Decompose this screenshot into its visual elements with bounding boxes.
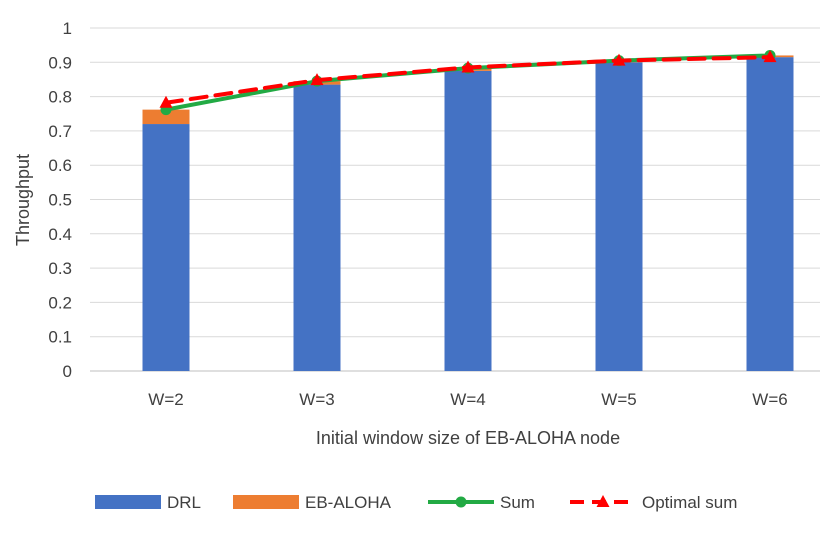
legend-swatch-drl	[95, 495, 161, 509]
marker-optimal-sum	[159, 95, 173, 108]
y-tick-label: 0.7	[48, 122, 72, 141]
legend-label-eb-aloha: EB-ALOHA	[305, 493, 392, 512]
x-tick-label: W=6	[752, 390, 787, 409]
bar-drl	[444, 70, 492, 371]
marker-optimal-sum	[763, 50, 777, 63]
tick-labels: 0 0.1 0.2 0.3 0.4 0.5 0.6 0.7 0.8 0.9 1 W=2 W=3 W=4 W=…	[48, 19, 787, 409]
marker-optimal-sum	[461, 60, 475, 73]
y-tick-label: 0	[63, 362, 72, 381]
legend: DRL EB-ALOHA Sum Optimal sum	[95, 493, 737, 512]
bar-drl	[142, 124, 190, 371]
y-tick-label: 0.6	[48, 156, 72, 175]
y-tick-label: 0.2	[48, 293, 72, 312]
x-tick-label: W=2	[148, 390, 183, 409]
y-tick-label: 0.4	[48, 225, 72, 244]
series-lines	[159, 49, 777, 116]
legend-label-sum: Sum	[500, 493, 535, 512]
y-tick-label: 0.3	[48, 259, 72, 278]
legend-label-optimal-sum: Optimal sum	[642, 493, 737, 512]
legend-label-drl: DRL	[167, 493, 201, 512]
legend-marker-sum	[455, 496, 467, 508]
x-axis-title: Initial window size of EB-ALOHA node	[316, 428, 620, 448]
y-tick-label: 1	[63, 19, 72, 38]
bar-drl	[746, 57, 794, 371]
bar-drl	[293, 84, 341, 371]
y-tick-label: 0.9	[48, 53, 72, 72]
x-tick-label: W=5	[601, 390, 636, 409]
bar-eb-aloha	[142, 109, 190, 125]
bar-drl	[595, 62, 643, 372]
y-tick-label: 0.5	[48, 191, 72, 210]
y-axis-title: Throughput	[13, 154, 33, 246]
x-tick-label: W=4	[450, 390, 485, 409]
bars	[142, 55, 794, 372]
marker-optimal-sum	[310, 73, 324, 86]
y-tick-label: 0.1	[48, 328, 72, 347]
marker-optimal-sum	[612, 53, 626, 66]
legend-marker-optimal-sum	[596, 495, 610, 507]
legend-swatch-eb-aloha	[233, 495, 299, 509]
x-tick-label: W=3	[299, 390, 334, 409]
y-tick-label: 0.8	[48, 88, 72, 107]
